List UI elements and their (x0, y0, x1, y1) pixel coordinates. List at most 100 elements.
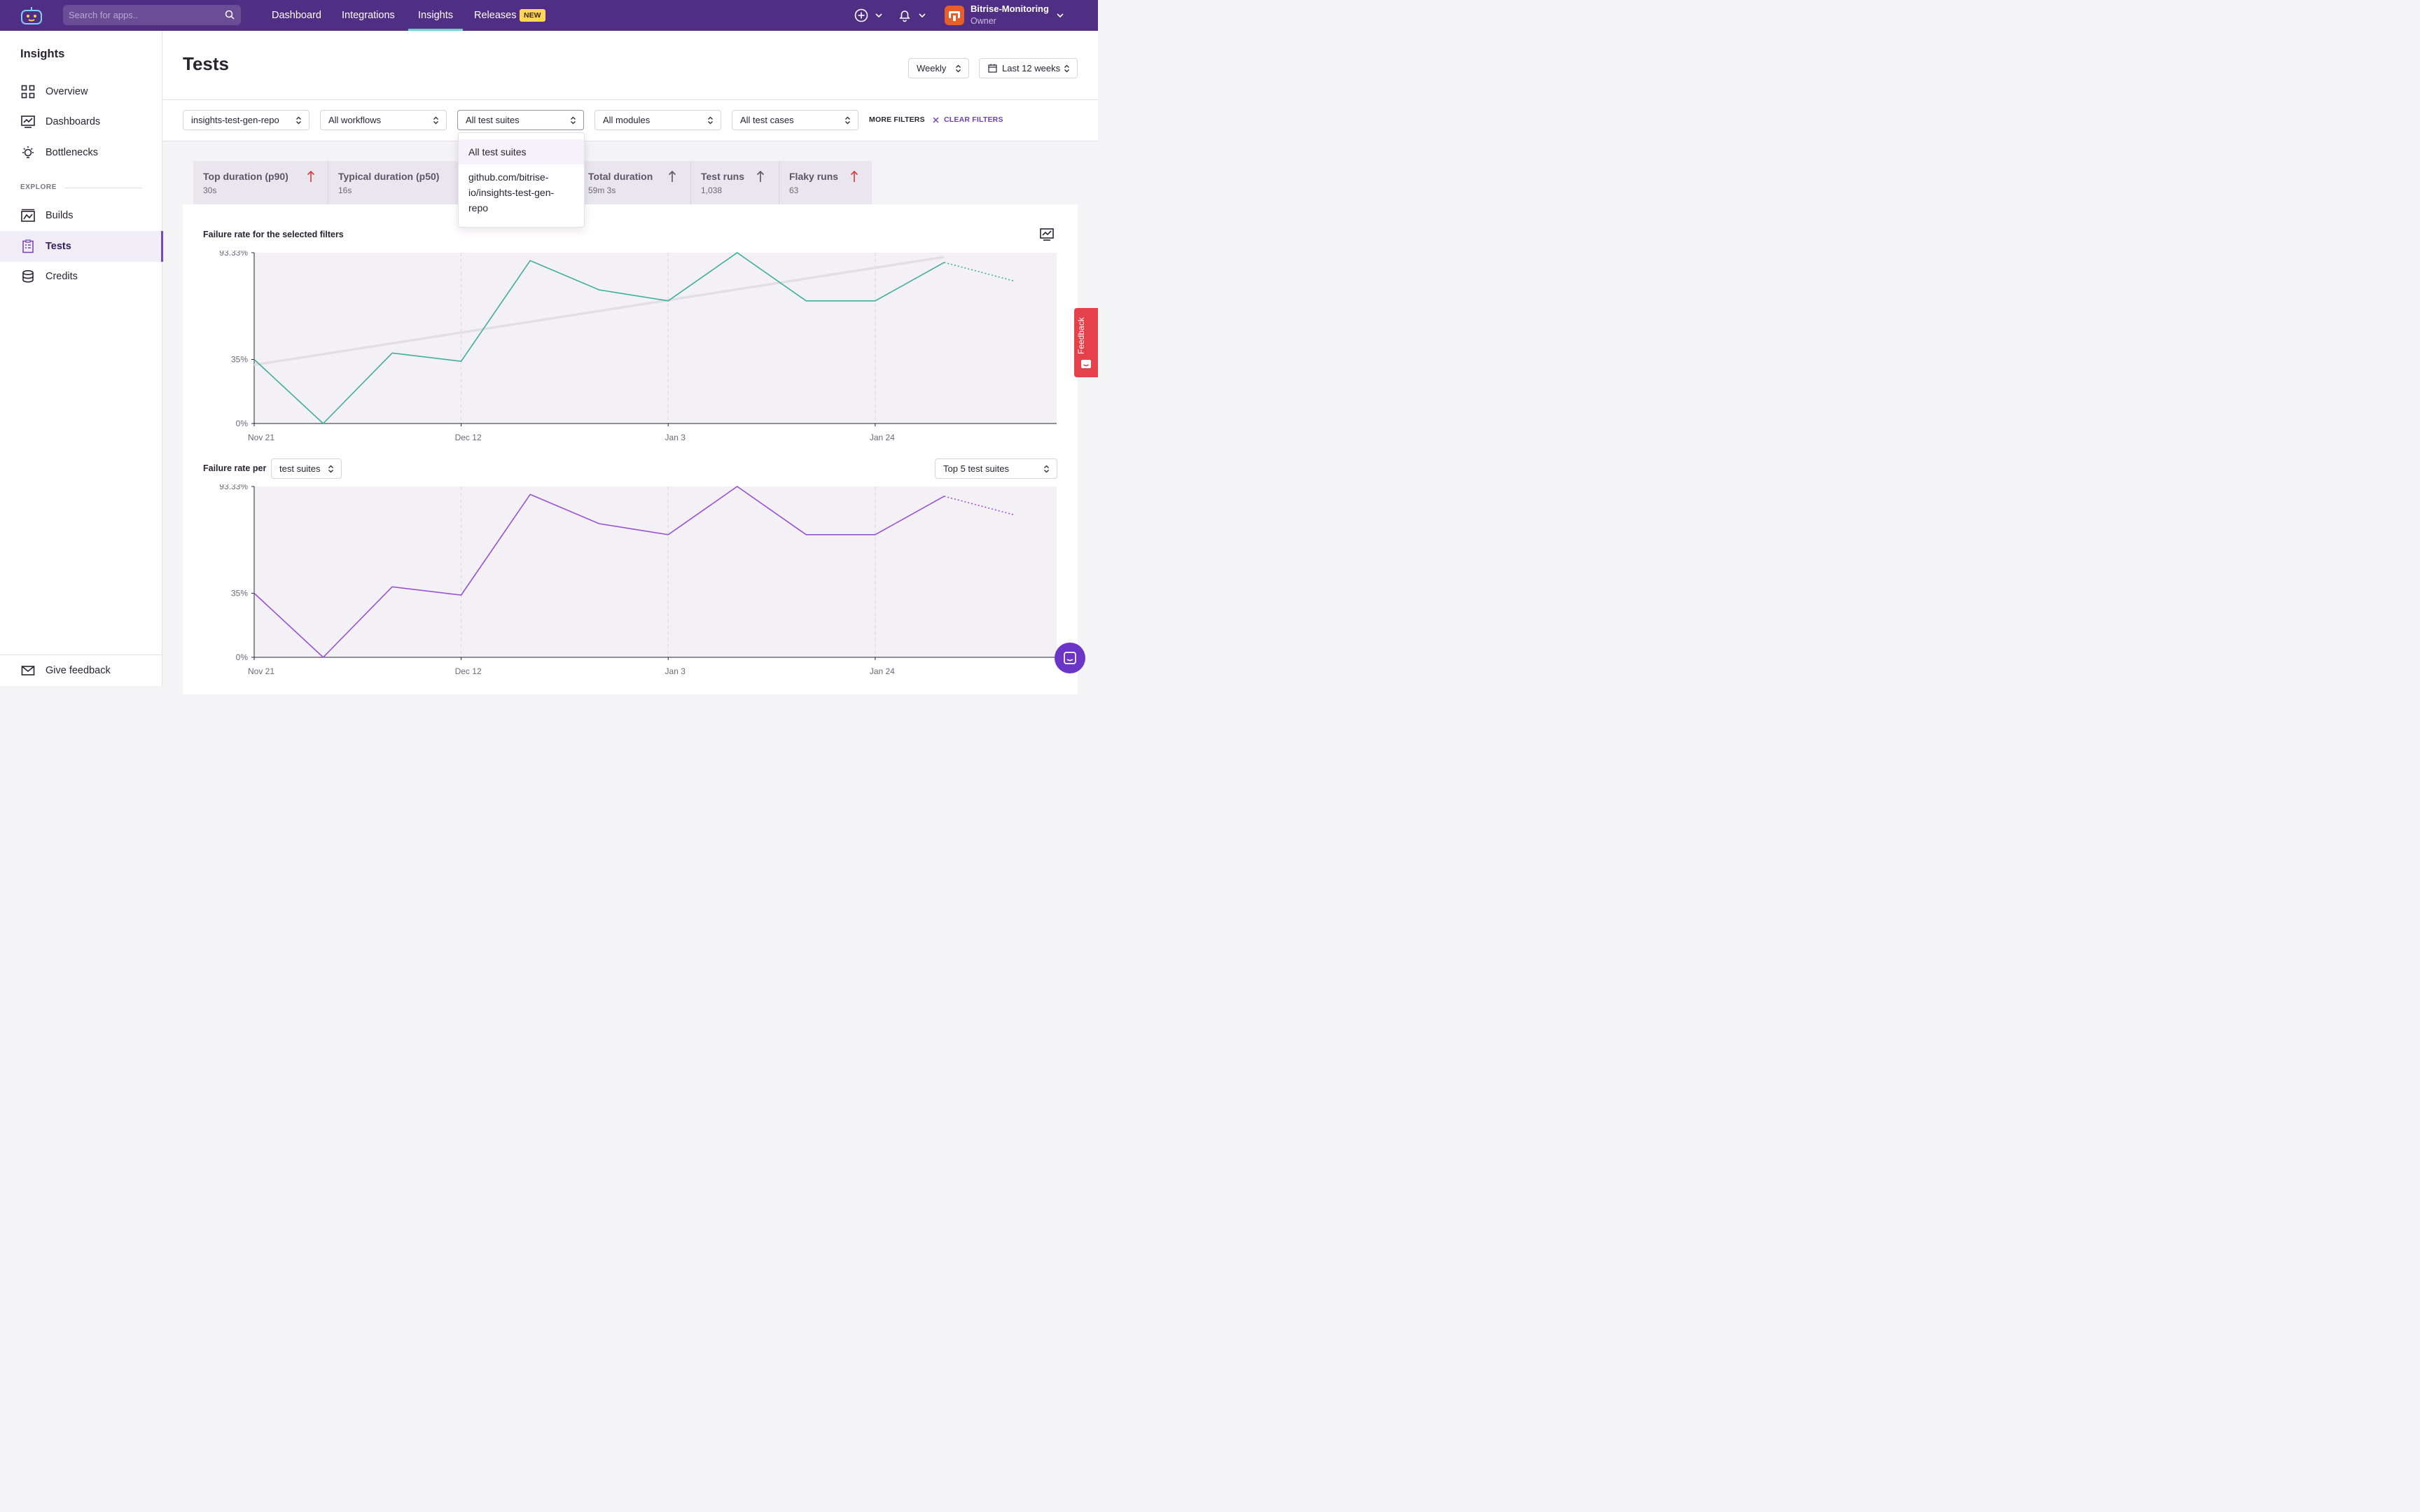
y-tick-label: 93.33% (219, 251, 248, 258)
sidebar-item-bottlenecks[interactable]: Bottlenecks (0, 137, 162, 168)
series-line-projection (944, 262, 1014, 281)
nav-releases[interactable]: Releases (474, 10, 517, 21)
clipboard-icon (22, 239, 34, 253)
option-line: io/insights-test-gen- (468, 187, 555, 198)
chart1-title: Failure rate for the selected filters (203, 230, 344, 239)
stat-label: Top duration (p90) (203, 171, 288, 182)
add-circle-icon[interactable] (854, 8, 869, 23)
option-line: repo (468, 202, 489, 214)
chevron-updown-icon (1044, 465, 1049, 473)
workflow-filter-select[interactable]: All workflows (320, 110, 447, 130)
dropdown-option-repo-suite[interactable]: github.com/bitrise- io/insights-test-gen… (459, 169, 584, 220)
chart-monitor-icon (21, 115, 35, 128)
failure-rate-per-suite-chart: Nov 21 Dec 12 Jan 3 Jan 24 0% 35% 93.33% (219, 484, 1057, 676)
test-case-filter-select[interactable]: All test cases (732, 110, 858, 130)
sidebar-item-tests[interactable]: Tests (0, 231, 163, 262)
chevron-updown-icon (571, 116, 576, 125)
sidebar-item-label: Bottlenecks (46, 147, 98, 158)
stat-value: 63 (789, 186, 799, 195)
bitrise-logo-icon[interactable] (20, 6, 43, 25)
top-navigation-bar: Dashboard Integrations Insights Releases… (0, 0, 1098, 31)
trend-line (253, 255, 945, 367)
sidebar-item-label: Builds (46, 210, 74, 221)
chat-support-button[interactable] (1055, 643, 1085, 673)
new-badge: NEW (520, 9, 545, 22)
stat-tab-p90[interactable]: Top duration (p90) 30s (193, 161, 328, 204)
repo-filter-select[interactable]: insights-test-gen-repo (183, 110, 310, 130)
chart-type-toggle-icon[interactable] (1040, 227, 1054, 241)
close-icon[interactable] (933, 117, 939, 123)
give-feedback-button[interactable]: Give feedback (0, 655, 162, 686)
series-line (253, 486, 945, 659)
give-feedback-label: Give feedback (46, 665, 111, 676)
dropdown-option-all-test-suites[interactable]: All test suites (459, 139, 584, 164)
sidebar-item-label: Credits (46, 271, 78, 282)
clear-filters-button[interactable]: CLEAR FILTERS (944, 115, 1003, 124)
account-avatar[interactable] (945, 6, 964, 25)
date-range-value: Last 12 weeks (1002, 63, 1061, 74)
stat-tab-total-duration[interactable]: Total duration 59m 3s (578, 161, 691, 204)
module-filter-select[interactable]: All modules (594, 110, 721, 130)
date-range-select[interactable]: Last 12 weeks (979, 58, 1078, 78)
account-name[interactable]: Bitrise-Monitoring (971, 4, 1049, 14)
stat-tab-test-runs[interactable]: Test runs 1,038 (691, 161, 779, 204)
interval-value: Weekly (917, 63, 947, 74)
bell-icon[interactable] (897, 8, 912, 23)
sidebar-item-credits[interactable]: Credits (0, 261, 162, 292)
chevron-down-icon[interactable] (918, 11, 926, 20)
y-tick-label: 0% (236, 419, 249, 428)
lightbulb-icon (22, 146, 34, 158)
sidebar: Insights Overview Dashboards Bottlenecks… (0, 31, 163, 686)
search-box[interactable] (63, 5, 241, 25)
top-n-value: Top 5 test suites (943, 463, 1009, 474)
chevron-down-icon[interactable] (875, 11, 883, 20)
top-n-select[interactable]: Top 5 test suites (935, 458, 1057, 479)
feedback-bar: Give feedback (0, 654, 162, 686)
chevron-updown-icon (296, 116, 301, 125)
feedback-side-tab[interactable]: Feedback (1074, 308, 1098, 377)
nav-integrations[interactable]: Integrations (342, 10, 395, 21)
test-suite-filter-select[interactable]: All test suites (457, 110, 584, 130)
stat-tab-p50[interactable]: Typical duration (p50) 16s (328, 161, 459, 204)
module-filter-value: All modules (603, 115, 651, 125)
chevron-updown-icon (1064, 64, 1069, 73)
feedback-tab-label: Feedback (1076, 317, 1086, 354)
sidebar-item-label: Overview (46, 86, 88, 97)
chevron-down-icon[interactable] (1056, 11, 1064, 20)
mail-icon (21, 666, 35, 676)
failure-rate-chart: Nov 21 Dec 12 Jan 3 Jan 24 0% 35% 93.33% (219, 251, 1057, 442)
x-tick-label: Dec 12 (455, 433, 482, 442)
interval-select[interactable]: Weekly (908, 58, 969, 78)
sidebar-item-label: Tests (46, 241, 71, 252)
chevron-updown-icon (708, 116, 713, 125)
sidebar-item-label: Dashboards (46, 116, 101, 127)
stat-label: Typical duration (p50) (338, 171, 440, 182)
chevron-updown-icon (845, 116, 850, 125)
y-tick-label: 93.33% (219, 484, 248, 491)
group-by-select[interactable]: test suites (271, 458, 342, 479)
option-line: github.com/bitrise- (468, 172, 549, 183)
search-input[interactable] (63, 5, 241, 25)
arrow-up-icon (668, 170, 676, 182)
plot-area (254, 486, 1057, 657)
chart2-title: Failure rate per (203, 463, 267, 473)
series-line (253, 252, 945, 425)
sidebar-item-overview[interactable]: Overview (0, 76, 162, 107)
nav-dashboard[interactable]: Dashboard (272, 10, 321, 21)
test-case-filter-value: All test cases (740, 115, 794, 125)
stat-value: 30s (203, 186, 217, 195)
search-icon[interactable] (225, 10, 235, 20)
x-tick-label: Dec 12 (455, 666, 482, 676)
chevron-updown-icon (328, 465, 333, 473)
feedback-smile-icon (1081, 360, 1091, 368)
stat-label: Flaky runs (789, 171, 839, 182)
repo-filter-value: insights-test-gen-repo (191, 115, 279, 125)
sidebar-item-builds[interactable]: Builds (0, 200, 162, 231)
more-filters-button[interactable]: MORE FILTERS (869, 115, 925, 124)
account-role: Owner (971, 16, 996, 26)
builds-icon (21, 209, 35, 222)
stat-tab-flaky-runs[interactable]: Flaky runs 63 (779, 161, 872, 204)
sidebar-item-dashboards[interactable]: Dashboards (0, 106, 162, 137)
stat-label: Test runs (701, 171, 744, 182)
nav-insights[interactable]: Insights (408, 0, 463, 31)
